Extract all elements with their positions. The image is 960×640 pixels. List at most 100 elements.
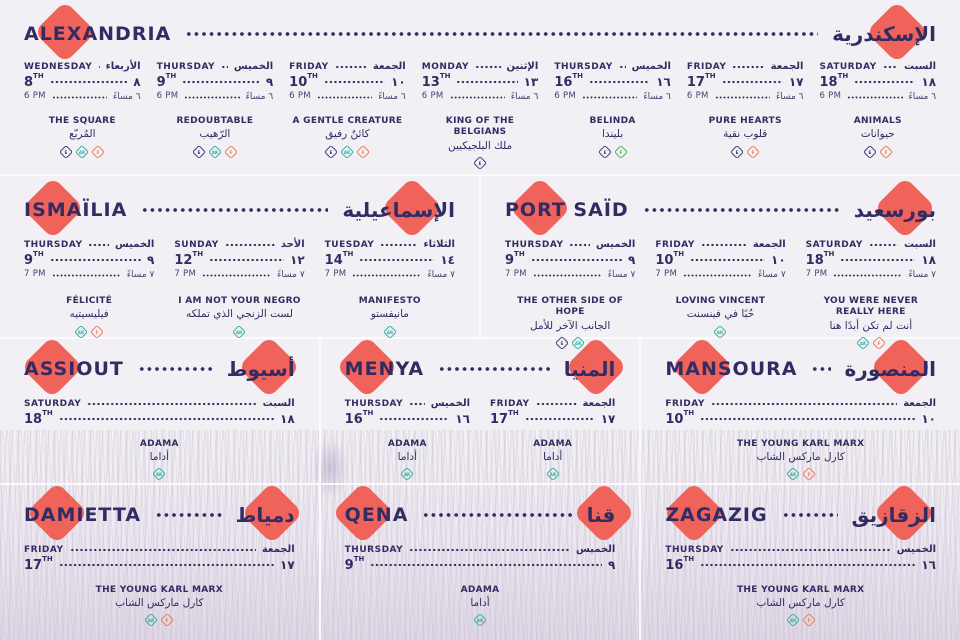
dotted-leader bbox=[714, 95, 770, 99]
time-en: 6 PM bbox=[819, 91, 842, 102]
date-number: 8 bbox=[24, 74, 34, 90]
subtitle-badge-icon: F bbox=[356, 144, 371, 159]
subtitle-badges: AR bbox=[490, 467, 615, 482]
date-number: 18 bbox=[819, 74, 838, 90]
date-number: 17 bbox=[686, 74, 705, 90]
date-ar: ١٢ bbox=[290, 253, 305, 268]
film-block: I AM NOT YOUR NEGRO لست الزنجي الذي تملك… bbox=[174, 296, 304, 339]
film-block: ANIMALS حيوانات E F bbox=[819, 116, 936, 159]
dotted-leader bbox=[535, 401, 577, 406]
film-block: FÉLICITÉ فيليسيتيه AR F bbox=[24, 296, 154, 339]
time-ar: ٧ مساءً bbox=[908, 270, 936, 281]
time-en: 6 PM bbox=[24, 91, 46, 102]
date-number: 14 bbox=[324, 252, 343, 268]
date-row: 13TH ١٣ bbox=[422, 72, 539, 92]
film-title-ar: أداما bbox=[397, 451, 418, 464]
date-suffix: TH bbox=[508, 409, 519, 418]
city-name-ar: الإسكندرية bbox=[832, 22, 936, 46]
time-en: 7 PM bbox=[24, 269, 46, 280]
dotted-leader bbox=[582, 95, 638, 99]
time-row: 7 PM ٧ مساءً bbox=[505, 269, 635, 281]
date-suffix: TH bbox=[192, 250, 204, 259]
day-en: THURSDAY bbox=[665, 544, 724, 555]
dotted-leader bbox=[184, 95, 240, 99]
date-number: 9 bbox=[344, 557, 354, 573]
time-ar: ٦ مساءً bbox=[775, 92, 804, 103]
date-ar: ١٦ bbox=[921, 558, 937, 573]
day-ar: السبت bbox=[904, 61, 937, 72]
screening-column: TUESDAY الثلاثاء 14TH ١٤ 7 PM ٧ مساءً MANIF… bbox=[324, 238, 455, 339]
time-en: 6 PM bbox=[421, 91, 444, 102]
time-ar: ٧ مساءً bbox=[758, 270, 786, 281]
dotted-leader bbox=[710, 401, 898, 406]
dotted-leader bbox=[868, 242, 898, 247]
city-name-ar: دمياط bbox=[235, 503, 295, 527]
subtitle-badges: AR F bbox=[665, 467, 936, 482]
dotted-leader bbox=[690, 258, 765, 263]
film-title-ar: فيليسيتيه bbox=[69, 308, 109, 321]
city-name-en: QENA bbox=[344, 503, 409, 526]
dotted-leader bbox=[642, 207, 840, 213]
day-row: THURSDAY الخميس bbox=[554, 60, 671, 74]
dotted-leader bbox=[532, 273, 602, 277]
subtitle-badges: AR F bbox=[665, 613, 936, 628]
dotted-leader bbox=[409, 401, 425, 406]
subtitle-badge-icon: E bbox=[730, 144, 745, 159]
subtitle-badge-icon: AR bbox=[152, 467, 167, 482]
date-number: 10 bbox=[655, 252, 674, 268]
subtitle-badge-icon: E bbox=[59, 144, 74, 159]
subtitle-badge-icon: F bbox=[746, 144, 761, 159]
film-block: LOVING VINCENT حُبًا في فينسنت AR bbox=[655, 296, 785, 339]
day-en: SUNDAY bbox=[174, 239, 219, 250]
film-title-ar: ملك البلجيكيين bbox=[447, 139, 513, 152]
date-row: 18TH ١٨ bbox=[819, 72, 937, 92]
day-ar: الخميس bbox=[896, 544, 937, 555]
subtitle-badges: E F bbox=[687, 144, 804, 159]
dotted-leader bbox=[474, 64, 501, 69]
subtitle-badge-icon: AR bbox=[472, 613, 488, 628]
time-row: 6 PM ٦ مساءً bbox=[289, 91, 406, 103]
day-en: SATURDAY bbox=[805, 239, 863, 250]
date-suffix: TH bbox=[362, 409, 374, 418]
date-row: 17TH ١٧ bbox=[490, 409, 615, 429]
date-ar: ١٧ bbox=[788, 75, 804, 90]
dotted-leader bbox=[438, 366, 550, 372]
date-row: 10TH ١٠ bbox=[665, 409, 936, 429]
date-number: 12 bbox=[174, 252, 193, 268]
screening-column: FRIDAY الجمعة 17TH ١٧ 6 PM ٦ مساءً PURE HEA… bbox=[686, 60, 804, 168]
day-ar: السبت bbox=[903, 239, 936, 250]
day-ar: الجمعة bbox=[261, 544, 295, 555]
dotted-leader bbox=[380, 242, 418, 247]
date-ar: ١٦ bbox=[656, 75, 671, 90]
film-block: THE YOUNG KARL MARX كارل ماركس الشاب AR … bbox=[665, 585, 936, 628]
film-block: THE OTHER SIDE OF HOPE الجانب الآخر للأم… bbox=[505, 296, 635, 350]
day-en: TUESDAY bbox=[324, 239, 375, 250]
dotted-leader bbox=[69, 547, 256, 552]
city-header: DAMIETTA دمياط bbox=[24, 482, 304, 545]
date-ar: ١٨ bbox=[921, 75, 937, 90]
city-header: QENA قنا bbox=[331, 482, 636, 545]
time-en: 7 PM bbox=[324, 269, 347, 280]
dotted-leader bbox=[569, 242, 591, 247]
subtitle-badge-icon: AR bbox=[400, 467, 415, 482]
film-block: MANIFESTO مانيفستو AR bbox=[325, 296, 455, 339]
date-suffix: TH bbox=[42, 555, 53, 564]
dotted-leader bbox=[51, 95, 108, 99]
subtitle-badges: E AR F bbox=[24, 144, 141, 159]
date-number: 10 bbox=[665, 411, 684, 427]
dotted-leader bbox=[811, 366, 831, 372]
film-title-ar: كائنٌ رفيق bbox=[325, 128, 370, 141]
city-name-en: ASSIOUT bbox=[24, 357, 124, 380]
day-en: FRIDAY bbox=[686, 61, 727, 72]
screening-column: THURSDAY الخميس 9TH ٩ 7 PM ٧ مساءً FÉLICITÉ… bbox=[24, 238, 154, 339]
time-en: 7 PM bbox=[505, 269, 527, 280]
subtitle-badge-icon: AR bbox=[207, 144, 222, 159]
date-number: 17 bbox=[490, 411, 509, 427]
date-suffix: TH bbox=[683, 555, 695, 564]
day-row: WEDNESDAY الأربعاء bbox=[24, 60, 141, 74]
time-en: 6 PM bbox=[686, 91, 709, 102]
day-en: FRIDAY bbox=[24, 544, 64, 555]
dotted-leader bbox=[456, 80, 518, 85]
film-title-ar: أداما bbox=[470, 597, 490, 610]
time-row: 7 PM ٧ مساءً bbox=[24, 269, 154, 281]
